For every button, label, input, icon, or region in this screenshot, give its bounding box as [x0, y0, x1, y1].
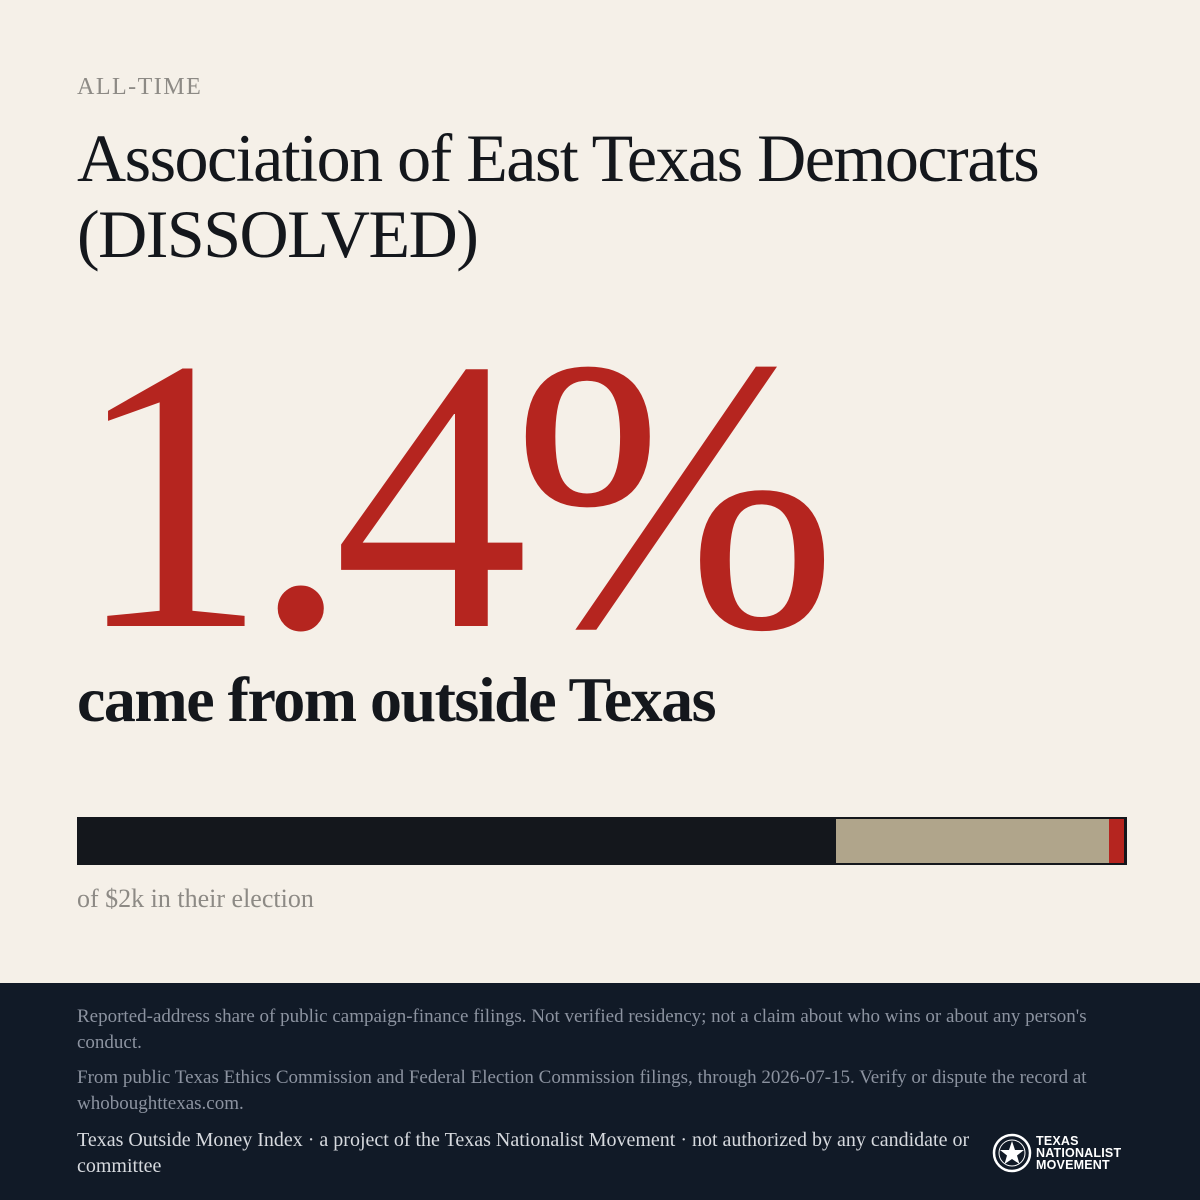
footer-credit: Texas Outside Money Index · a project of… [77, 1129, 970, 1177]
logo-line: TEXAS [1036, 1134, 1079, 1148]
tnm-logo: TEXAS NATIONALIST MOVEMENT [992, 1131, 1132, 1175]
footer: Reported-address share of public campaig… [0, 983, 1200, 1200]
bar-segment-texas [79, 819, 837, 863]
stat-caption: came from outside Texas [77, 664, 717, 735]
share-bar [77, 817, 1127, 865]
logo-line: MOVEMENT [1036, 1158, 1110, 1172]
stat-value: 1.4% [73, 279, 837, 711]
bar-segment-outside-other [836, 819, 1110, 863]
footer-source: From public Texas Ethics Commission and … [77, 1067, 1087, 1114]
bar-caption: of $2k in their election [77, 884, 314, 913]
bar-segment-outside [1109, 819, 1124, 863]
footer-disclaimer: Reported-address share of public campaig… [77, 1006, 1087, 1053]
logo-wordmark: TEXAS NATIONALIST MOVEMENT [1036, 1134, 1122, 1172]
star-seal-icon [992, 1133, 1032, 1173]
logo-line: NATIONALIST [1036, 1146, 1122, 1160]
kicker-label: ALL-TIME [77, 74, 203, 100]
page-title: Association of East Texas Democrats (DIS… [77, 120, 1040, 272]
